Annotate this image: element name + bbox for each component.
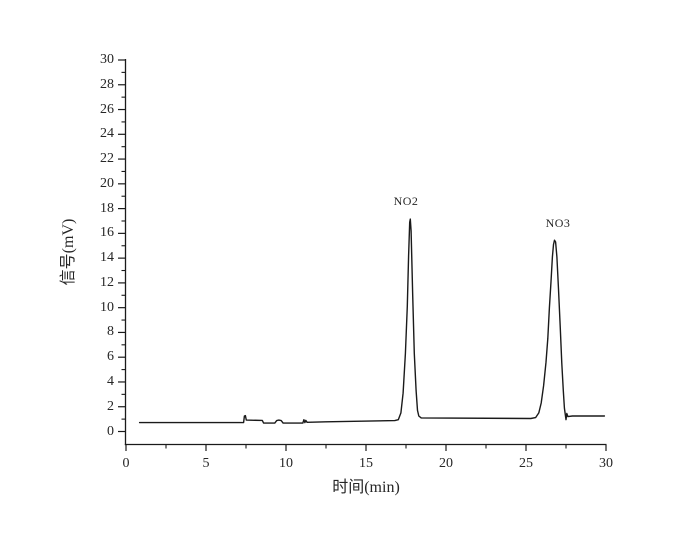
peak-label-no3: NO3: [545, 216, 571, 231]
y-tick-label-8: 8: [107, 324, 114, 340]
y-tick-label-12: 12: [100, 274, 114, 290]
y-tick-label-14: 14: [100, 250, 114, 266]
x-tick-label-25: 25: [519, 456, 533, 471]
y-tick-label-2: 2: [107, 398, 114, 414]
y-tick-label-6: 6: [107, 349, 114, 365]
x-tick-label-5: 5: [202, 456, 210, 471]
y-tick-label-26: 26: [100, 101, 114, 117]
x-tick-label-15: 15: [359, 456, 373, 471]
x-tick-label-0: 0: [122, 456, 130, 471]
y-tick-label-24: 24: [100, 126, 114, 142]
signal-trace: [138, 218, 606, 424]
peak-label-no2: NO2: [393, 194, 419, 209]
y-axis-title: 信号(mV): [60, 218, 77, 286]
y-tick-label-10: 10: [100, 299, 114, 315]
y-tick-label-22: 22: [100, 151, 114, 167]
x-tick-label-10: 10: [279, 456, 293, 471]
y-tick-label-16: 16: [100, 225, 114, 241]
y-tick-label-18: 18: [100, 200, 114, 216]
y-tick-label-0: 0: [107, 423, 114, 439]
y-tick-label-4: 4: [107, 373, 114, 389]
y-tick-label-20: 20: [100, 175, 114, 191]
x-tick-label-30: 30: [599, 456, 613, 471]
x-axis-title: 时间(min): [332, 479, 400, 496]
y-tick-label-30: 30: [100, 52, 114, 67]
y-tick-label-28: 28: [100, 76, 114, 92]
x-tick-label-20: 20: [439, 456, 453, 471]
